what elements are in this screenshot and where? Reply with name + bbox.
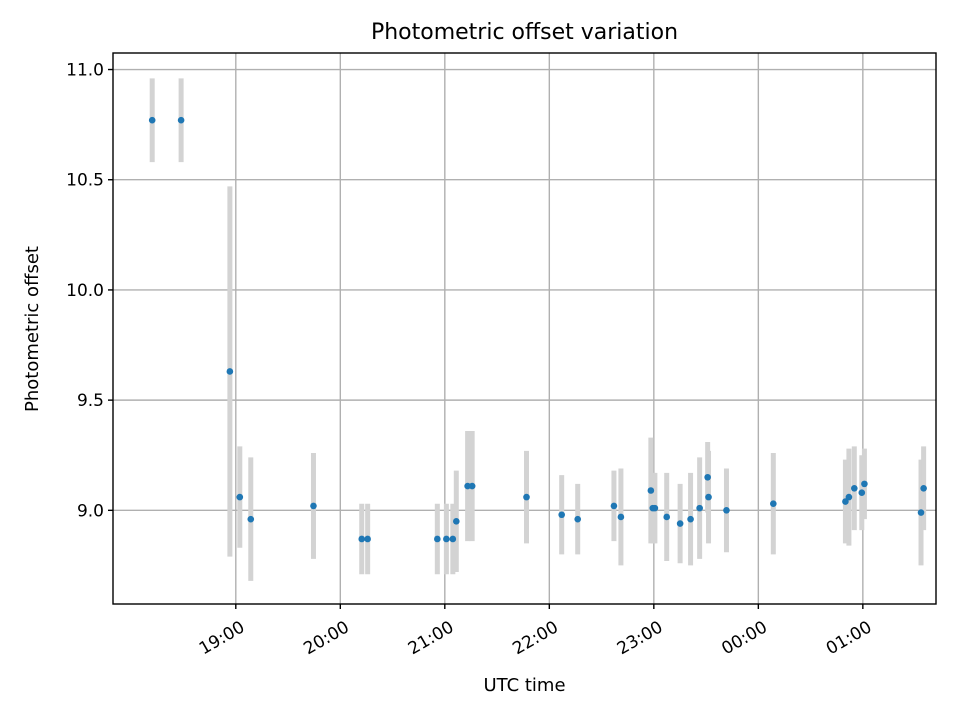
data-point [647, 487, 655, 494]
data-point [704, 473, 711, 481]
data-point [449, 535, 457, 543]
data-point [696, 504, 703, 512]
y-tick-label: 10.0 [66, 281, 104, 301]
error-bars [149, 78, 927, 581]
data-point [920, 484, 927, 492]
data-point [148, 116, 156, 124]
data-point [523, 493, 530, 501]
x-tick-label: 22:00 [509, 617, 561, 659]
data-point [617, 513, 625, 521]
data-point [861, 480, 868, 488]
data-point [358, 535, 366, 543]
data-point [464, 482, 471, 490]
y-tick-label: 9.5 [77, 391, 104, 411]
data-point [842, 498, 849, 505]
grid-lines [113, 53, 936, 604]
y-tick-label: 9.0 [77, 501, 104, 521]
data-point [236, 493, 244, 501]
x-tick-label: 20:00 [300, 617, 352, 659]
data-point [723, 507, 730, 514]
data-point [434, 535, 441, 543]
data-point [676, 520, 684, 527]
data-point [558, 511, 565, 519]
data-point [226, 368, 234, 375]
axis-ticks: 19:00 20:00 21:00 22:00 23:00 00:00 01:00 9.0 9.… [66, 61, 875, 660]
x-tick-label: 19:00 [196, 617, 248, 659]
x-tick-label: 23:00 [614, 617, 666, 659]
x-tick-label: 00:00 [718, 617, 770, 659]
data-point [574, 515, 582, 523]
data-point [851, 484, 858, 492]
data-point [705, 493, 712, 501]
data-point [310, 502, 317, 510]
data-point [687, 515, 694, 523]
data-point [651, 504, 659, 512]
data-point [468, 482, 476, 490]
data-point [663, 513, 671, 521]
y-tick-label: 11.0 [66, 61, 104, 81]
data-point [770, 500, 777, 508]
data-point [177, 116, 185, 124]
plot-frame [112, 52, 937, 605]
data-points [148, 116, 927, 543]
x-tick-label: 21:00 [405, 617, 457, 659]
data-point [917, 509, 925, 516]
y-axis-label: Photometric offset [22, 246, 43, 412]
data-point [453, 518, 460, 525]
data-point [443, 535, 450, 543]
data-point [364, 535, 371, 543]
data-point [610, 502, 618, 510]
x-axis-label: UTC time [483, 675, 565, 696]
data-point [845, 493, 853, 501]
y-tick-label: 10.5 [66, 171, 104, 191]
data-point [247, 515, 255, 523]
data-point [858, 489, 866, 496]
x-tick-label: 01:00 [823, 617, 875, 659]
chart-title: Photometric offset variation [371, 20, 678, 45]
